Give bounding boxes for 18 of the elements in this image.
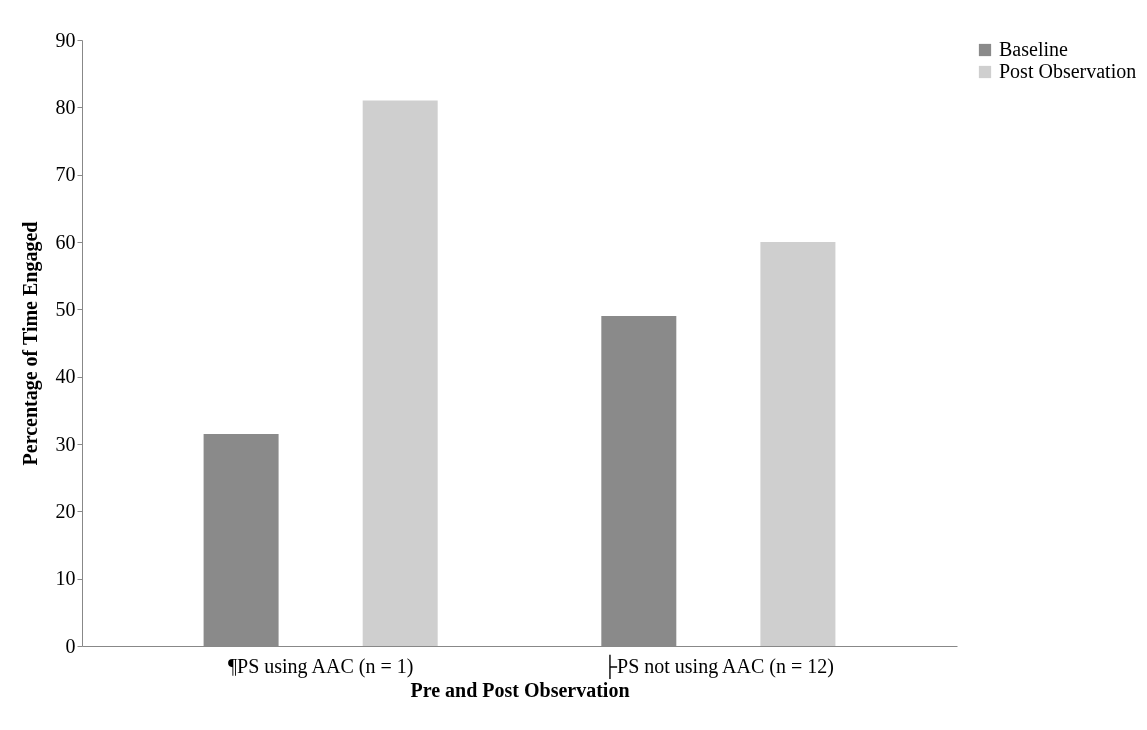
y-tick-label: 30 [55,432,76,455]
y-tick-label: 0 [65,634,76,657]
legend-label: Baseline [999,38,1068,60]
y-tick-label: 80 [55,95,76,118]
y-tick-label: 70 [55,163,76,186]
x-tick-label: ├PS not using AAC (n = 12) [602,653,834,680]
y-tick-label: 60 [55,230,76,253]
bar [760,242,836,646]
y-tick-label: 20 [55,499,76,522]
y-tick-label: 50 [55,297,76,320]
bar [362,100,438,646]
legend-label: Post Observation [999,60,1137,82]
y-tick-label: 40 [55,365,76,388]
y-axis-title: Percentage of Time Engaged [18,221,42,466]
y-tick-label: 90 [55,28,76,51]
x-axis-title: Pre and Post Observation [410,678,630,701]
x-tick-label: ¶PS using AAC (n = 1) [227,654,414,678]
y-tick-label: 10 [55,567,76,590]
